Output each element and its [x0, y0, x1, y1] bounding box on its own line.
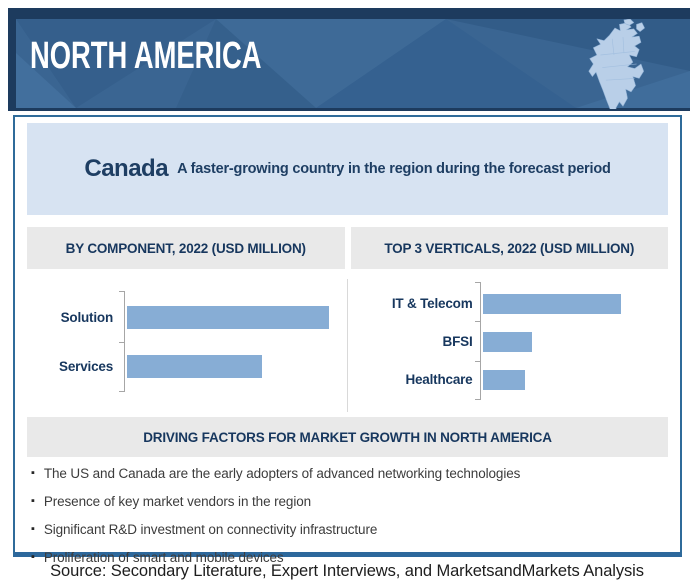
panel-divider	[347, 279, 348, 412]
chart-title-top-verticals: TOP 3 VERTICALS, 2022 (USD MILLION)	[350, 227, 668, 269]
header-pattern	[16, 19, 690, 108]
north-america-map-icon	[588, 19, 645, 109]
axis-tick	[474, 321, 480, 323]
bar-row-healthcare: Healthcare	[351, 369, 669, 390]
content-box: Canada A faster-growing country in the r…	[13, 115, 682, 565]
bar-track	[127, 305, 329, 329]
bar-track	[127, 354, 329, 378]
bar-healthcare	[482, 369, 526, 390]
bar-track	[482, 331, 621, 352]
highlight-text: A faster-growing country in the region d…	[177, 161, 611, 177]
bar-track	[482, 369, 621, 390]
driving-factors-list: ▪ The US and Canada are the early adopte…	[31, 465, 666, 577]
panel-top-verticals: TOP 3 VERTICALS, 2022 (USD MILLION) IT &…	[350, 227, 669, 414]
driving-factors-title: DRIVING FACTORS FOR MARKET GROWTH IN NOR…	[27, 417, 668, 457]
bullet-text: Presence of key market vendors in the re…	[43, 494, 312, 509]
axis-tick	[474, 360, 480, 362]
bar-chart-by-component: Solution Services	[27, 269, 345, 414]
bar-it-telecom	[482, 293, 621, 314]
value-axis	[474, 282, 481, 400]
axis-tick	[119, 291, 124, 292]
charts-row: BY COMPONENT, 2022 (USD MILLION) Solutio…	[27, 227, 668, 414]
highlight-country: Canada	[84, 155, 169, 182]
bullet-text: Significant R&D investment on connectivi…	[43, 522, 378, 537]
country-highlight-band: Canada A faster-growing country in the r…	[27, 123, 668, 215]
bar-row-it-telecom: IT & Telecom	[351, 293, 669, 314]
bar-solution	[127, 305, 329, 329]
bar-chart-top-verticals: IT & Telecom BFSI	[351, 269, 669, 414]
value-axis	[119, 291, 125, 392]
bar-row-solution: Solution	[27, 305, 345, 329]
bullet-square-icon: ▪	[31, 523, 35, 535]
source-line: Source: Secondary Literature, Expert Int…	[50, 562, 644, 580]
bullet-text: The US and Canada are the early adopters…	[43, 466, 521, 481]
bar-bfsi	[482, 331, 533, 352]
category-label-services: Services	[59, 358, 113, 374]
axis-tick	[474, 399, 480, 400]
bullet-square-icon: ▪	[31, 551, 35, 563]
chart-title-by-component: BY COMPONENT, 2022 (USD MILLION)	[27, 227, 345, 269]
category-label-it-telecom: IT & Telecom	[391, 296, 473, 311]
list-item: ▪ Significant R&D investment on connecti…	[31, 521, 666, 538]
category-label-healthcare: Healthcare	[405, 372, 473, 387]
bar-row-services: Services	[27, 354, 345, 378]
axis-tick	[474, 282, 480, 283]
bullet-square-icon: ▪	[31, 495, 35, 507]
bar-track	[482, 293, 621, 314]
category-label-solution: Solution	[60, 309, 114, 325]
axis-tick	[119, 341, 124, 343]
list-item: ▪ Presence of key market vendors in the …	[31, 493, 666, 510]
bar-services	[127, 354, 263, 378]
page-title: NORTH AMERICA	[30, 35, 262, 77]
list-item: ▪ The US and Canada are the early adopte…	[31, 465, 666, 482]
axis-tick	[119, 391, 124, 392]
category-label-bfsi: BFSI	[442, 334, 473, 349]
panel-by-component: BY COMPONENT, 2022 (USD MILLION) Solutio…	[27, 227, 345, 414]
bar-row-bfsi: BFSI	[351, 331, 669, 352]
list-item: ▪ Proliferation of smart and mobile devi…	[31, 549, 666, 566]
region-header: NORTH AMERICA	[8, 8, 690, 111]
bullet-square-icon: ▪	[31, 467, 35, 479]
header-facet-pattern-icon	[16, 19, 690, 108]
bullet-text: Proliferation of smart and mobile device…	[43, 550, 284, 565]
